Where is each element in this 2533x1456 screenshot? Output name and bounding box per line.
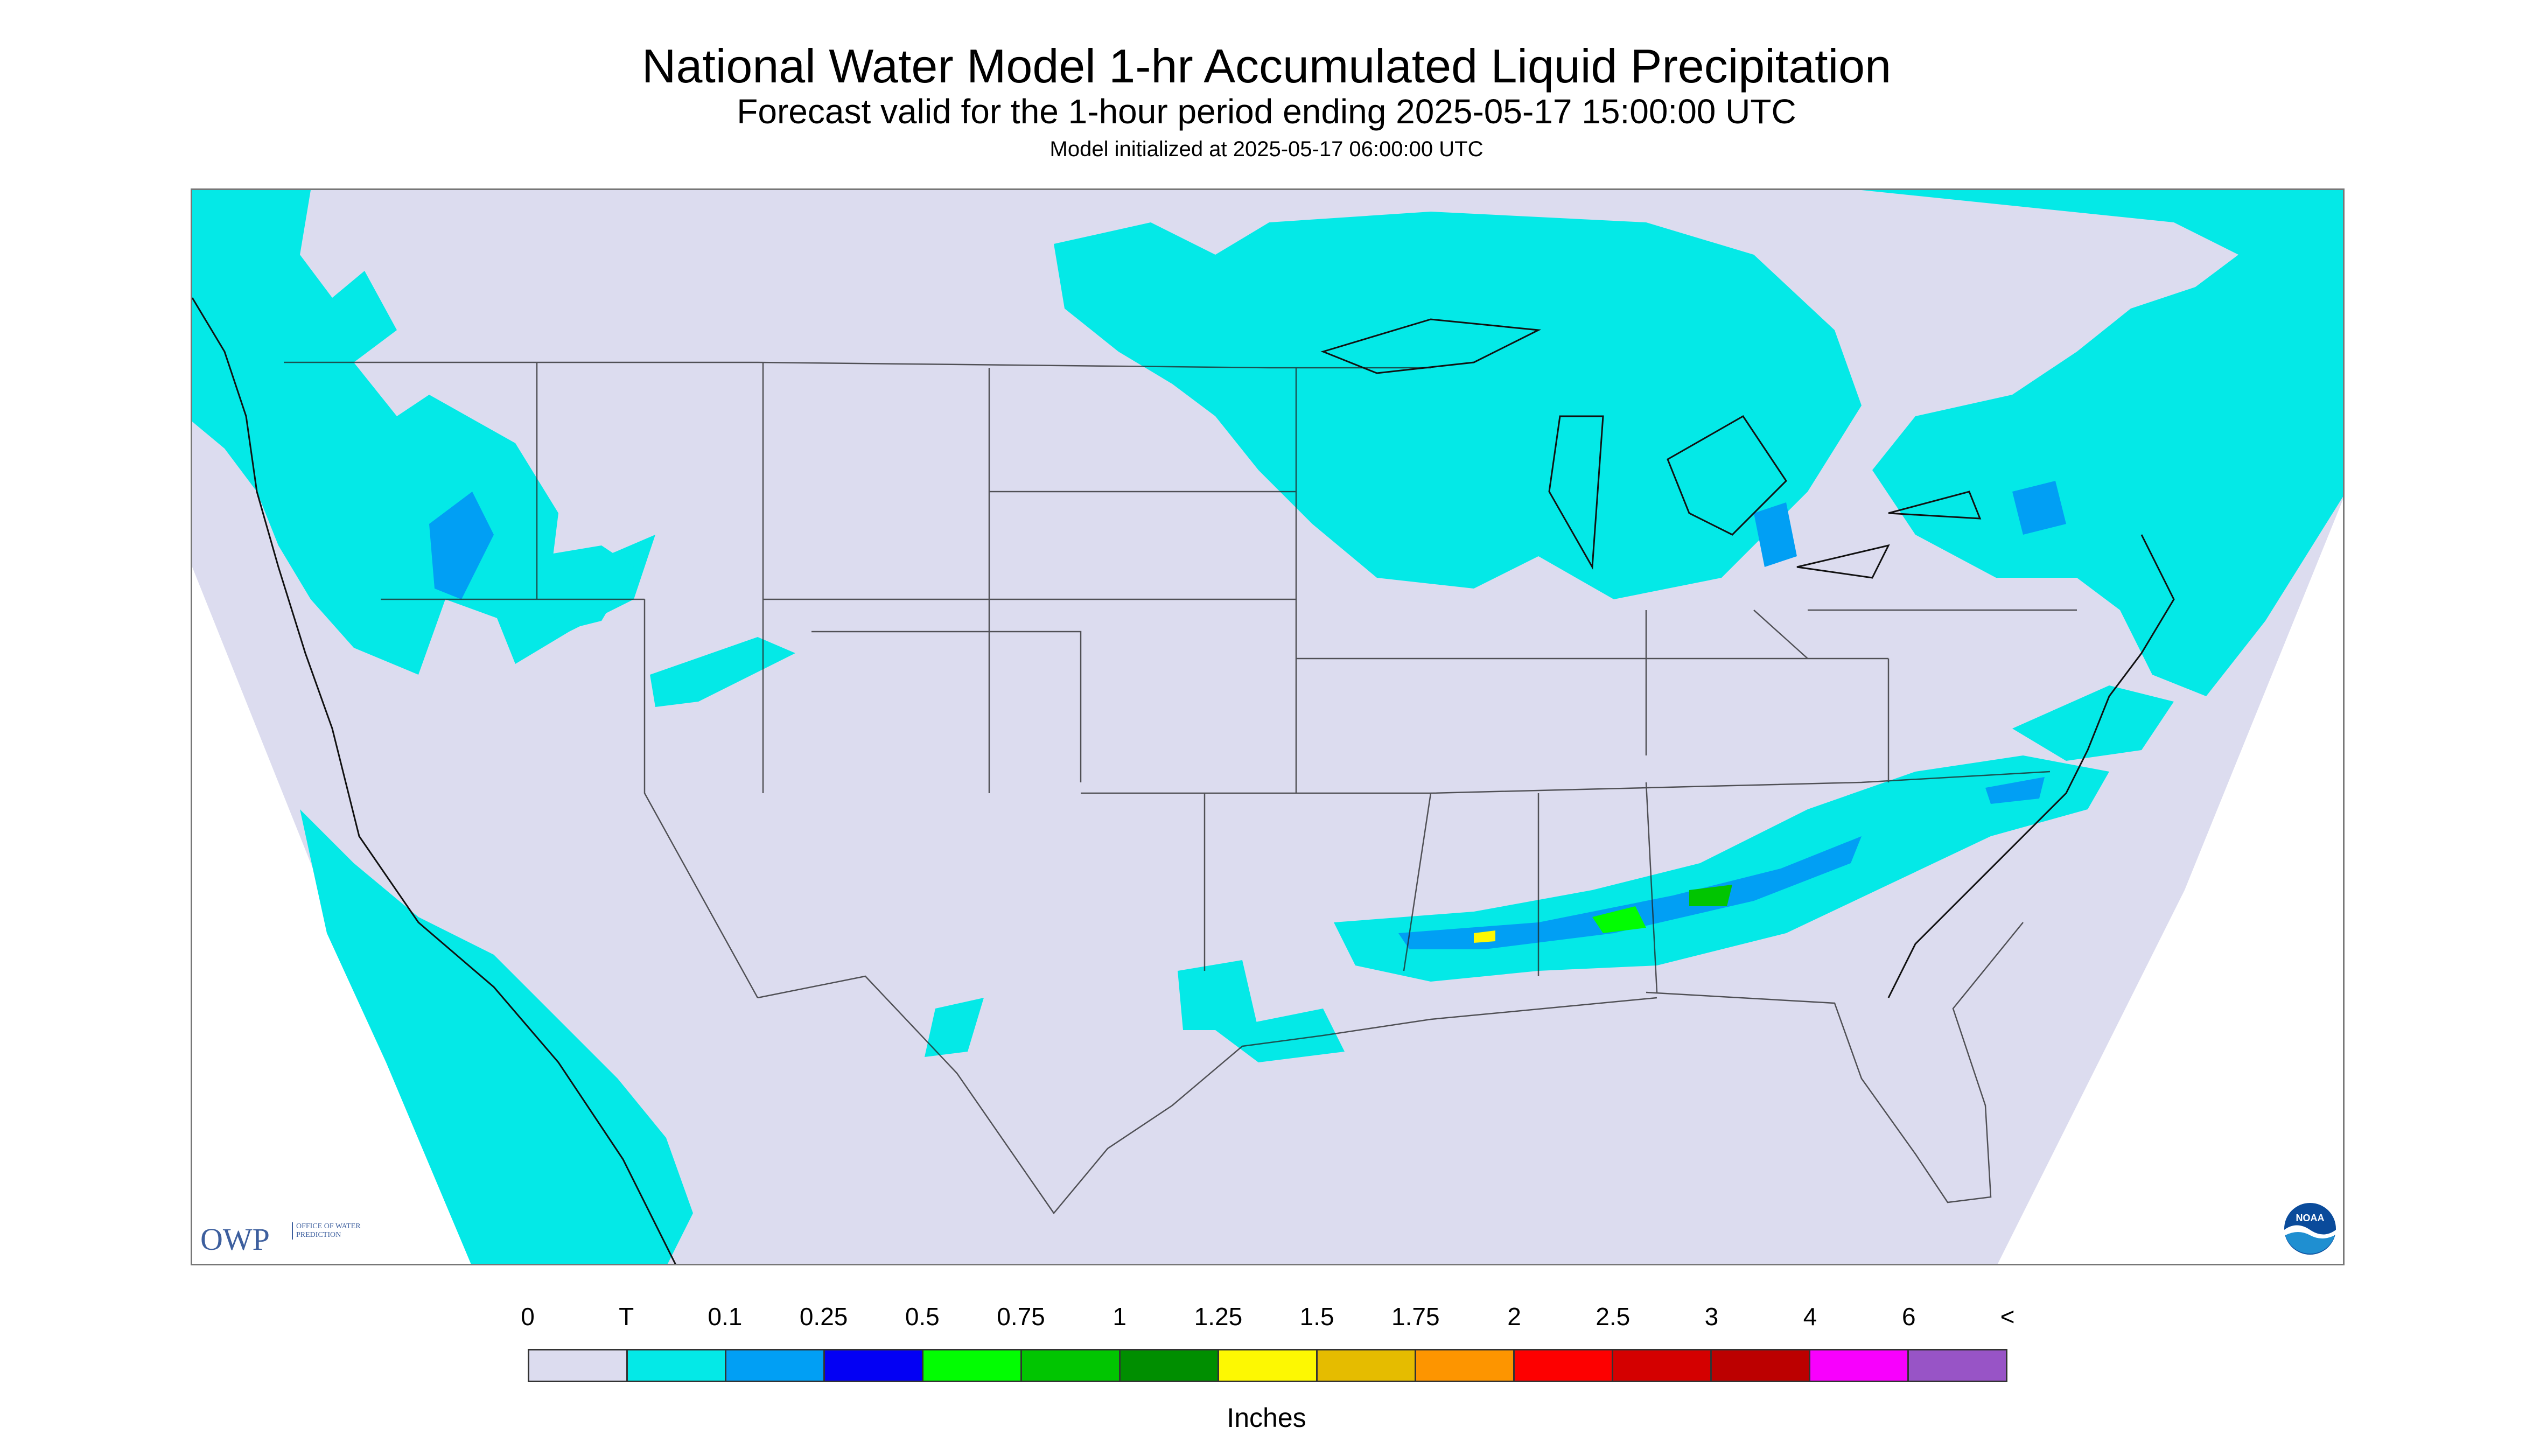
legend-tick-label: 3: [1704, 1303, 1719, 1331]
precip-core-oregon: [429, 492, 494, 599]
precip-area-california: [300, 809, 693, 1264]
precip-area-south-texas: [925, 998, 984, 1057]
legend-color-box: [1022, 1350, 1121, 1381]
legend-color-box: [1318, 1350, 1416, 1381]
legend-tick-label: 1.75: [1391, 1303, 1440, 1331]
owp-logo-subtext: OFFICE OF WATER PREDICTION: [292, 1222, 361, 1240]
legend-color-box: [825, 1350, 923, 1381]
precip-area-gulf-islands: [1215, 1009, 1345, 1062]
legend-tick-label: 0.75: [997, 1303, 1045, 1331]
legend-tick-label: T: [619, 1303, 634, 1331]
legend-color-box: [1909, 1350, 2006, 1381]
precip-core-michigan: [1754, 502, 1797, 567]
legend-color-box: [1219, 1350, 1318, 1381]
precipitation-map: [191, 188, 2345, 1265]
precip-area-idaho: [537, 545, 634, 632]
legend-tick-label: 1.5: [1299, 1303, 1334, 1331]
legend-tick-label: 0.25: [799, 1303, 848, 1331]
model-init-line: Model initialized at 2025-05-17 06:00:00…: [1049, 137, 1484, 161]
great-lakes: [1320, 318, 1982, 579]
legend-color-box: [1613, 1350, 1712, 1381]
precip-core-carolina: [1985, 777, 2045, 804]
legend-color-box: [1416, 1350, 1515, 1381]
precip-area-upper-midwest: [1054, 212, 1862, 599]
legend-color-box: [1121, 1350, 1219, 1381]
map-canvas: [192, 190, 2343, 1264]
legend-tick-label: 1: [1112, 1303, 1126, 1331]
precip-area-northeast: [1862, 190, 2343, 696]
precip-core-alabama-green: [1592, 906, 1646, 933]
trace-precip-areas: [192, 190, 2343, 1264]
noaa-emblem-icon: NOAA: [2284, 1203, 2336, 1255]
heavier-precip-cores: [429, 481, 2066, 949]
legend-tick-label: 1.25: [1194, 1303, 1243, 1331]
precip-core-georgia-green: [1689, 885, 1732, 906]
precip-area-mid-atlantic: [2012, 685, 2174, 761]
legend-units-label: Inches: [1227, 1403, 1306, 1433]
map-title: National Water Model 1-hr Accumulated Li…: [641, 39, 1892, 93]
coastline: [192, 297, 2175, 1264]
legend-color-box: [1712, 1350, 1810, 1381]
legend-colorbar: [528, 1349, 2007, 1382]
map-subtitle: Forecast valid for the 1-hour period end…: [737, 92, 1796, 131]
legend-tick-label: 4: [1803, 1303, 1817, 1331]
legend-color-box: [1515, 1350, 1613, 1381]
legend-color-box: [726, 1350, 825, 1381]
legend-tick-label: <: [2000, 1303, 2015, 1331]
legend-tick-label: 6: [1902, 1303, 1916, 1331]
legend-color-box: [628, 1350, 726, 1381]
precip-core-new-york: [2012, 481, 2066, 535]
noaa-logo: NOAA: [2283, 1202, 2337, 1256]
legend-tick-labels: 0 T 0.1 0.25 0.5 0.75 1 1.25 1.5 1.75 2 2.5 3 4 6 <: [521, 1302, 2014, 1334]
noaa-logo-text: NOAA: [2296, 1213, 2325, 1223]
owp-logo: OWP OFFICE OF WATER PREDICTION: [200, 1221, 361, 1259]
legend-color-box: [529, 1350, 628, 1381]
owp-logo-text: OWP: [200, 1222, 270, 1257]
legend-tick-label: 2: [1507, 1303, 1521, 1331]
precip-area-texas: [1178, 960, 1258, 1030]
precip-area-wyoming-streak: [650, 637, 795, 707]
legend-tick-label: 2.5: [1596, 1303, 1631, 1331]
legend-color-box: [923, 1350, 1022, 1381]
legend-tick-label: 0.1: [708, 1303, 743, 1331]
legend-color-box: [1810, 1350, 1909, 1381]
state-boundaries: [284, 361, 2077, 1215]
precip-core-mississippi-yellow: [1474, 930, 1495, 943]
legend-tick-label: 0: [521, 1303, 535, 1331]
legend-tick-label: 0.5: [905, 1303, 940, 1331]
